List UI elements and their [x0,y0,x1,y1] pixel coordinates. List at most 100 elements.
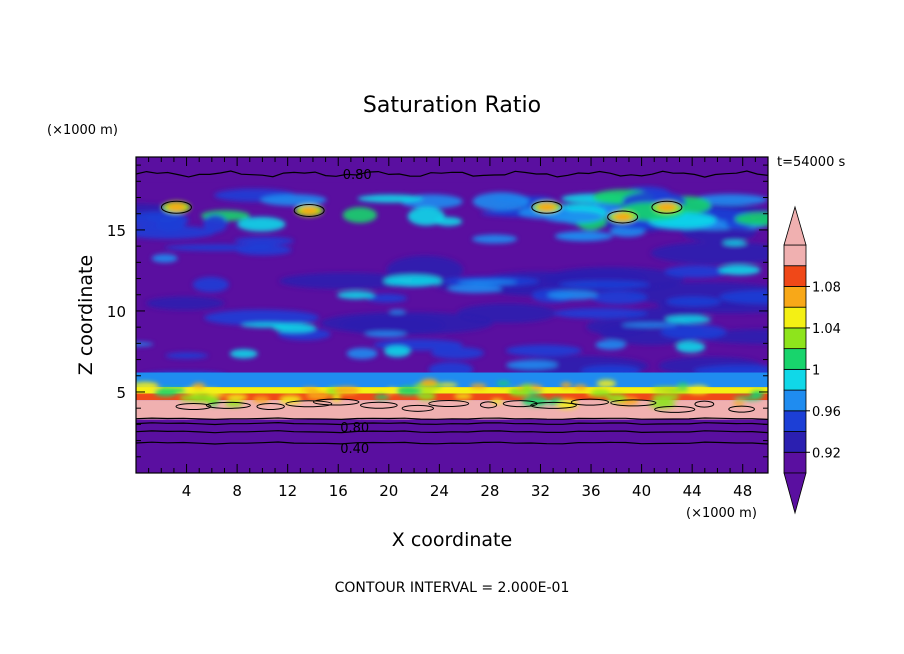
colorbar-tick-label: 1 [812,363,820,378]
moist-patch [236,244,292,256]
moist-patch [660,324,727,340]
contour-loop [401,404,434,412]
contour-loop [428,400,470,408]
upper-moist-core [300,206,319,215]
cloud-speckle [454,393,473,399]
contour-loop [285,400,333,408]
moist-patch [383,274,442,287]
plot-area [136,157,768,473]
colorbar-tick-label: 1.08 [812,280,841,295]
y-tick-label: 15 [107,222,126,240]
moist-patch [364,331,407,338]
cloud-speckle [301,387,319,392]
contour-loop [312,398,360,406]
moist-patch [340,315,445,336]
cloud-speckle [387,387,397,394]
x-tick-label: 24 [430,482,449,500]
contour-loop [359,401,398,409]
moist-patch [384,345,411,358]
moist-patch [145,296,225,310]
cloud-speckle [687,385,710,395]
cloud-speckle [185,387,202,394]
moist-patch [234,236,294,246]
contour-loop [570,398,610,406]
cloud-speckle [208,392,227,397]
moist-patch [558,234,602,240]
cloud-layer-band [136,387,768,394]
moist-patch [337,291,375,300]
contour-loop [160,200,192,214]
x-tick-label: 44 [683,482,702,500]
contour-loop [607,210,639,224]
colorbar-bin [783,431,807,453]
x-tick-label: 8 [232,482,242,500]
contour-line-0.40 [136,441,768,445]
y-tick-label: 10 [107,303,126,321]
moist-patch [586,318,648,335]
cloud-speckle [573,384,588,391]
y-axis-label: Z coordinate [75,255,97,375]
cloud-speckle [590,389,611,398]
colorbar-bin [783,306,807,329]
moist-patch [553,308,648,319]
x-tick-label: 32 [531,482,550,500]
cloud-speckle [496,381,511,386]
contour-loop [610,399,657,407]
contour-label: 0.80 [343,168,372,183]
moist-patch [192,277,229,293]
contour-loop [293,203,325,217]
colorbar-extend-min [783,472,807,515]
moist-patch [229,349,258,359]
contour-lines [136,170,768,445]
cloud-speckle [334,386,360,395]
x-tick-label: 16 [329,482,348,500]
moist-patch [151,254,178,263]
cloud-speckle [596,379,617,388]
cloud-speckle [651,393,680,401]
contour-line-0.80-upper [136,170,768,178]
x-axis-label: X coordinate [392,529,512,551]
moist-patch [366,294,408,303]
contour-interval-note: CONTOUR INTERVAL = 2.000E-01 [335,580,570,596]
contour-loop [531,200,563,214]
contour-line-0.60 [136,430,768,434]
moist-patch [675,341,706,353]
cloud-layer-band [136,400,768,420]
cloud-speckle [490,398,504,404]
upper-moist-patch [735,212,768,226]
contour-labels: 0.80 0.80 0.40 [340,168,371,457]
upper-moist-patch [472,192,530,211]
x-tick-label: 36 [581,482,600,500]
moist-patch [505,344,582,357]
upper-moist-patch [260,194,327,206]
moist-patch [471,234,518,244]
colorbar-tick-label: 0.92 [812,446,841,461]
contour-loop [728,405,755,413]
moist-patch [547,290,598,300]
upper-moist-patch [542,210,604,223]
cloud-speckle [196,388,220,394]
colorbar-tick-label: 1.04 [812,322,841,337]
colorbar-extend-max [783,205,807,246]
upper-moist-core [613,212,632,221]
moist-patch [650,241,768,265]
moist-patch [718,264,761,276]
moist-patch [664,265,729,278]
moist-patch [506,360,558,370]
colorbar-tick-label: 0.96 [812,405,841,420]
x-tick-label: 40 [632,482,651,500]
x-tick-label: 48 [733,482,752,500]
contour-loop [654,405,696,413]
contour-loop [530,401,577,409]
upper-moist-patch [693,194,768,206]
time-label: t=54000 s [777,155,845,170]
upper-moist-core [537,203,556,212]
x-unit-label: (×1000 m) [686,506,757,521]
chart-title: Saturation Ratio [363,93,541,118]
y-unit-label: (×1000 m) [47,123,118,138]
cloud-speckle [225,393,248,401]
cloud-speckle [203,395,220,404]
cloud-speckle [331,395,342,402]
x-tick-label: 4 [182,482,192,500]
